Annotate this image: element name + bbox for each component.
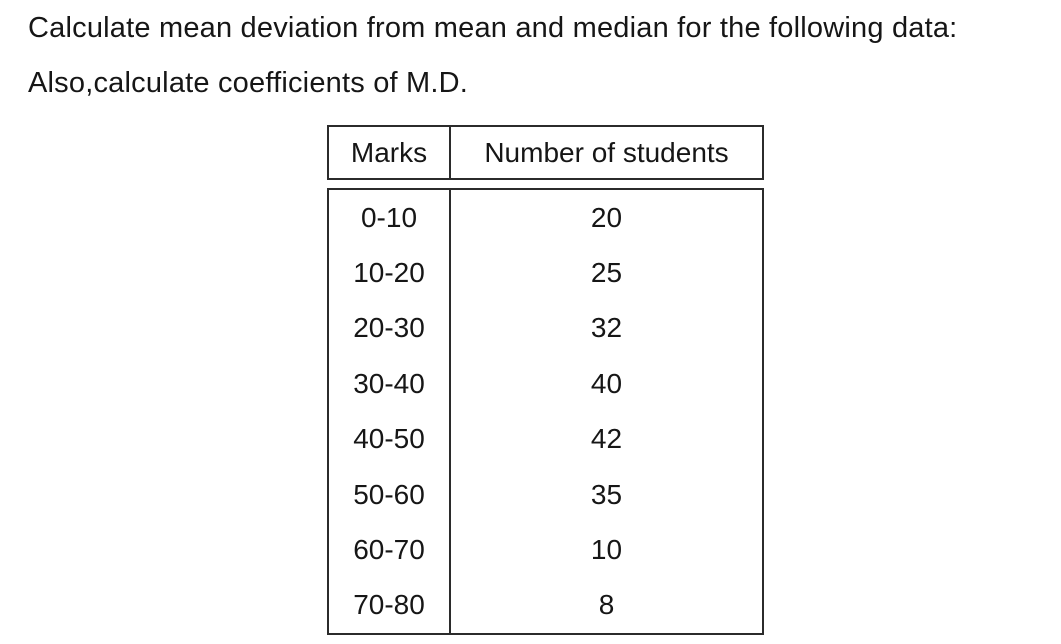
cell-marks: 60-70 [329, 522, 451, 578]
problem-statement-line-2: Also,calculate coefficients of M.D. [28, 67, 469, 99]
cell-students: 10 [451, 522, 762, 577]
cell-students: 32 [451, 301, 762, 356]
students-value: 10 [590, 533, 623, 565]
marks-value: 70-80 [353, 589, 425, 621]
table-row: 70-80 8 [329, 577, 762, 633]
table-row: 10-20 25 [329, 245, 762, 301]
marks-value: 40-50 [353, 423, 425, 455]
cell-marks: 10-20 [329, 245, 451, 301]
students-value: 8 [598, 589, 615, 621]
table-row: 50-60 35 [329, 466, 762, 523]
table-row: 20-30 32 [329, 300, 762, 357]
cell-students: 40 [451, 356, 762, 411]
marks-value: 0-10 [360, 201, 418, 233]
table-row: 60-70 10 [329, 522, 762, 578]
header-cell-marks: Marks [329, 127, 451, 178]
header-label-students: Number of students [484, 136, 729, 168]
students-value: 20 [590, 201, 623, 233]
students-value: 42 [590, 423, 623, 455]
students-value: 32 [590, 312, 623, 344]
cell-marks: 0-10 [329, 190, 451, 246]
header-cell-students: Number of students [451, 127, 762, 178]
cell-students: 42 [451, 412, 762, 467]
marks-value: 30-40 [353, 367, 425, 399]
table-row: 0-10 20 [329, 190, 762, 246]
cell-marks: 40-50 [329, 411, 451, 467]
cell-marks: 50-60 [329, 466, 451, 523]
header-label-marks: Marks [350, 136, 428, 168]
cell-marks: 30-40 [329, 356, 451, 412]
cell-students: 20 [451, 190, 762, 245]
marks-value: 10-20 [353, 257, 425, 289]
problem-statement-line-1: Calculate mean deviation from mean and m… [28, 12, 958, 44]
marks-value: 60-70 [353, 533, 425, 565]
cell-marks: 20-30 [329, 300, 451, 357]
table-row: 30-40 40 [329, 356, 762, 412]
cell-students: 35 [451, 467, 762, 522]
data-table-header: Marks Number of students [327, 125, 764, 180]
cell-students: 25 [451, 245, 762, 300]
students-value: 40 [590, 367, 623, 399]
students-value: 35 [590, 478, 623, 510]
cell-marks: 70-80 [329, 577, 451, 633]
marks-value: 20-30 [353, 312, 425, 344]
marks-value: 50-60 [353, 478, 425, 510]
data-table-body: 0-10 20 10-20 25 20-30 32 30-40 [327, 188, 764, 635]
table-row: 40-50 42 [329, 411, 762, 467]
cell-students: 8 [451, 578, 762, 633]
students-value: 25 [590, 257, 623, 289]
